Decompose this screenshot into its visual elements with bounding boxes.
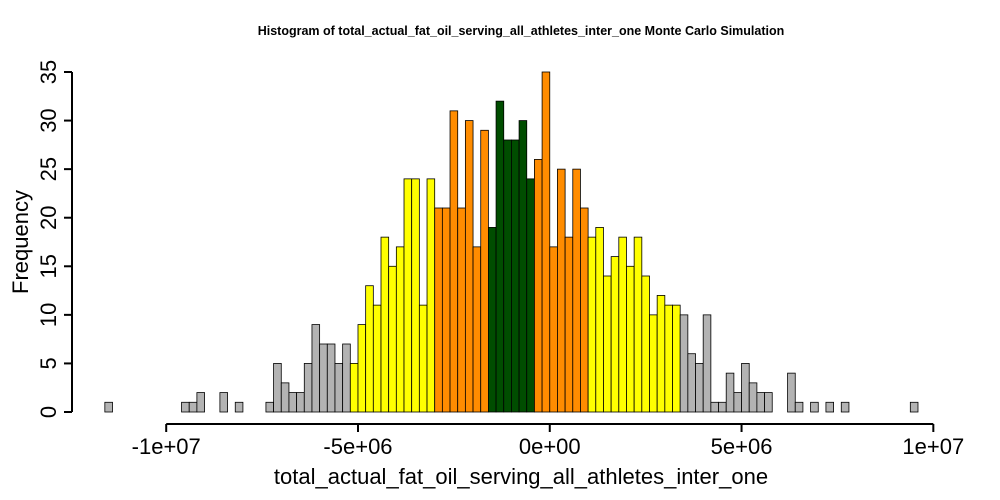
histogram-bar — [687, 353, 696, 413]
histogram-bar — [403, 178, 413, 413]
histogram-bar — [441, 207, 451, 413]
histogram-bar — [909, 401, 919, 413]
y-tick-label: 35 — [36, 60, 61, 84]
histogram-bar — [741, 363, 750, 413]
histogram-bar — [334, 363, 344, 413]
histogram-bar — [319, 343, 328, 413]
histogram-bar — [794, 401, 804, 413]
histogram-bar — [372, 304, 382, 413]
histogram-bar — [595, 227, 604, 413]
histogram-bar — [280, 382, 290, 413]
histogram-bar — [326, 343, 336, 413]
histogram-bar — [426, 178, 436, 413]
histogram-bar — [418, 304, 428, 413]
histogram-bar — [710, 401, 719, 413]
histogram-bar — [748, 382, 758, 413]
histogram-bar — [733, 392, 742, 413]
histogram-bar — [557, 168, 566, 413]
histogram-bar — [349, 363, 359, 413]
y-tick-label: 10 — [36, 303, 61, 327]
x-tick-label: -1e+07 — [132, 434, 201, 459]
histogram-bar — [311, 324, 321, 413]
histogram-bar — [534, 159, 543, 413]
y-tick-label: 30 — [36, 108, 61, 132]
histogram-bar — [234, 401, 244, 413]
histogram-bar — [587, 236, 597, 413]
y-tick-label: 20 — [36, 205, 61, 229]
histogram-bar — [487, 227, 497, 413]
histogram-bar — [196, 392, 205, 413]
histogram-bar — [564, 236, 574, 413]
histogram-bar — [288, 392, 298, 413]
x-axis-label: total_actual_fat_oil_serving_all_athlete… — [274, 464, 768, 489]
histogram-bar — [610, 256, 620, 413]
histogram-bar — [572, 168, 581, 413]
histogram-bar — [411, 178, 420, 413]
histogram-bar — [342, 343, 351, 413]
histogram-bar — [718, 401, 727, 413]
histogram-bar — [219, 392, 228, 413]
y-tick-label: 0 — [36, 406, 61, 418]
histogram-bar — [388, 265, 397, 413]
histogram-bar — [679, 314, 689, 413]
y-tick-label: 25 — [36, 157, 61, 181]
y-axis-label: Frequency — [8, 190, 33, 294]
x-tick-label: 0e+00 — [519, 434, 581, 459]
histogram-bar — [656, 295, 666, 413]
histogram-bar — [181, 401, 190, 413]
histogram-bar — [810, 401, 819, 413]
histogram-bar — [649, 314, 658, 413]
histogram-bar — [580, 207, 589, 413]
histogram-bar — [472, 246, 482, 413]
histogram-bar — [104, 401, 113, 413]
histogram-bar — [541, 71, 551, 413]
histogram-bar — [357, 324, 367, 413]
histogram-bar — [380, 236, 390, 413]
histogram-bar — [825, 401, 834, 413]
histogram-bar — [395, 246, 405, 413]
histogram-bar — [526, 178, 535, 413]
y-tick-label: 15 — [36, 254, 61, 278]
histogram-bar — [296, 392, 305, 413]
histogram-bar — [664, 304, 673, 413]
x-tick-label: 1e+07 — [902, 434, 964, 459]
histogram-bar — [464, 120, 474, 413]
histogram-bar — [549, 246, 558, 413]
y-axis: 0 5 10 15 20 25 30 35 — [36, 60, 73, 418]
histogram-bar — [457, 207, 466, 413]
histogram-bar — [702, 314, 712, 413]
y-tick-label: 5 — [36, 357, 61, 369]
histogram-bar — [365, 285, 374, 413]
histogram-bar — [518, 120, 528, 413]
histogram-bar — [265, 401, 274, 413]
histogram-bar — [787, 372, 796, 413]
histogram-bar — [695, 363, 704, 413]
histogram-bar — [511, 139, 520, 413]
histogram-bar — [840, 401, 850, 413]
bars-group — [104, 71, 919, 413]
histogram-bar — [672, 304, 681, 413]
x-tick-label: -5e+06 — [323, 434, 392, 459]
histogram-bar — [503, 139, 512, 413]
histogram-bar — [764, 392, 773, 413]
histogram-bar — [618, 236, 627, 413]
histogram-bar — [756, 392, 765, 413]
histogram-bar — [188, 401, 198, 413]
histogram-bar — [725, 372, 735, 413]
histogram-bar — [273, 363, 282, 413]
histogram-bar — [434, 207, 443, 413]
histogram-bar — [303, 363, 313, 413]
chart-title: Histogram of total_actual_fat_oil_servin… — [258, 24, 785, 38]
histogram-bar — [603, 275, 612, 413]
histogram-bar — [633, 236, 643, 413]
histogram-bar — [495, 100, 505, 413]
histogram-bar — [480, 129, 489, 413]
histogram-bar — [626, 265, 635, 413]
x-tick-label: 5e+06 — [711, 434, 773, 459]
x-axis: -1e+07 -5e+06 0e+00 5e+06 1e+07 — [132, 423, 964, 459]
histogram-bar — [641, 275, 650, 413]
histogram-bar — [449, 110, 459, 413]
